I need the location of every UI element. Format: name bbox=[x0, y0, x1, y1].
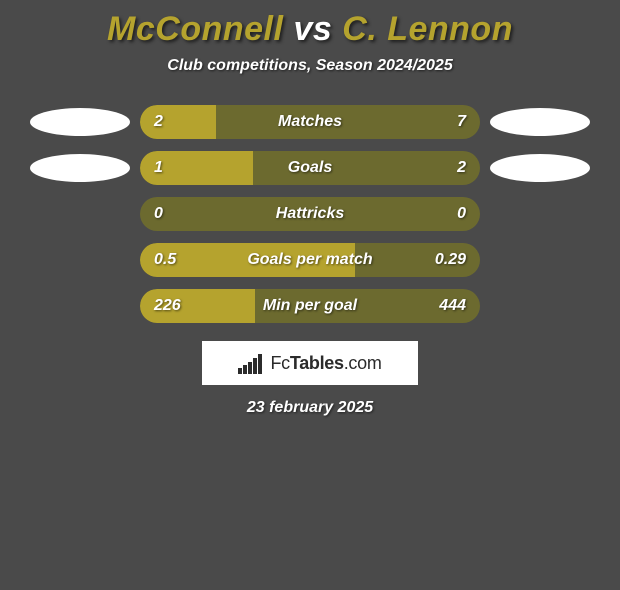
bar-value-left: 226 bbox=[154, 297, 181, 315]
subtitle: Club competitions, Season 2024/2025 bbox=[0, 57, 620, 75]
fctables-logo: FcTables.com bbox=[202, 341, 418, 385]
logo-text-main: Tables bbox=[290, 353, 344, 373]
bar-value-left: 1 bbox=[154, 159, 163, 177]
comparison-row: 2 Matches 7 bbox=[0, 105, 620, 139]
bar-value-right: 0.29 bbox=[435, 251, 466, 269]
bar-value-left: 2 bbox=[154, 113, 163, 131]
bar-label: Goals bbox=[288, 159, 332, 177]
bar-track: 0 Hattricks 0 bbox=[140, 197, 480, 231]
team-badge-right bbox=[490, 154, 590, 182]
logo-text-prefix: Fc bbox=[270, 353, 289, 373]
bar-value-right: 2 bbox=[457, 159, 466, 177]
bar-value-left: 0 bbox=[154, 205, 163, 223]
bar-value-left: 0.5 bbox=[154, 251, 176, 269]
bar-track: 2 Matches 7 bbox=[140, 105, 480, 139]
comparison-row: 0 Hattricks 0 bbox=[0, 197, 620, 231]
right-badge-slot bbox=[480, 108, 600, 136]
title-player-left: McConnell bbox=[107, 10, 283, 48]
team-badge-left bbox=[30, 108, 130, 136]
team-badge-left bbox=[30, 154, 130, 182]
bar-track: 226 Min per goal 444 bbox=[140, 289, 480, 323]
team-badge-right bbox=[490, 108, 590, 136]
bar-label: Goals per match bbox=[247, 251, 372, 269]
page-title: McConnell vs C. Lennon bbox=[0, 10, 620, 49]
comparison-bars: 2 Matches 7 1 Goals 2 0 Hattricks 0 0.5 Goals per … bbox=[0, 105, 620, 323]
left-badge-slot bbox=[20, 154, 140, 182]
bar-value-right: 7 bbox=[457, 113, 466, 131]
bar-value-right: 0 bbox=[457, 205, 466, 223]
bar-label: Min per goal bbox=[263, 297, 357, 315]
title-player-right: C. Lennon bbox=[342, 10, 513, 48]
left-badge-slot bbox=[20, 108, 140, 136]
right-badge-slot bbox=[480, 154, 600, 182]
comparison-row: 0.5 Goals per match 0.29 bbox=[0, 243, 620, 277]
comparison-row: 1 Goals 2 bbox=[0, 151, 620, 185]
fctables-logo-text: FcTables.com bbox=[270, 353, 381, 374]
bar-label: Hattricks bbox=[276, 205, 344, 223]
footer-date: 23 february 2025 bbox=[0, 399, 620, 417]
bar-fill bbox=[140, 105, 216, 139]
bar-label: Matches bbox=[278, 113, 342, 131]
bars-icon bbox=[238, 352, 264, 374]
comparison-row: 226 Min per goal 444 bbox=[0, 289, 620, 323]
title-vs: vs bbox=[293, 10, 332, 48]
bar-track: 1 Goals 2 bbox=[140, 151, 480, 185]
logo-text-suffix: .com bbox=[344, 353, 382, 373]
bar-track: 0.5 Goals per match 0.29 bbox=[140, 243, 480, 277]
bar-value-right: 444 bbox=[439, 297, 466, 315]
